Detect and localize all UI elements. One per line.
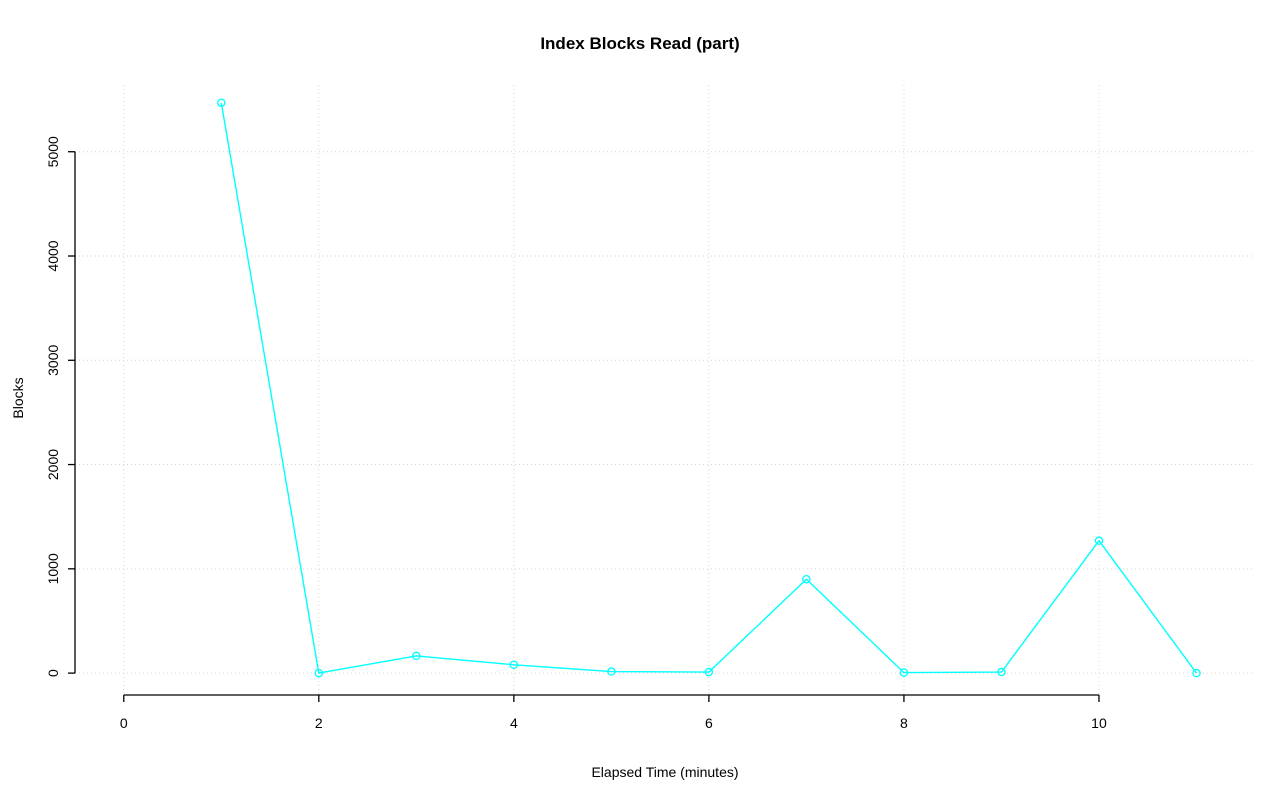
- y-tick-label: 2000: [45, 449, 61, 480]
- y-tick-label: 5000: [45, 136, 61, 167]
- y-tick-label: 4000: [45, 240, 61, 271]
- x-tick-label: 4: [510, 715, 518, 731]
- y-tick-label: 3000: [45, 345, 61, 376]
- data-point-marker: [217, 98, 226, 107]
- data-point-marker: [899, 668, 909, 677]
- data-point-marker: [607, 667, 616, 676]
- x-tick-label: 2: [315, 715, 323, 731]
- y-tick-label: 1000: [45, 553, 61, 584]
- data-point-marker: [704, 667, 714, 677]
- y-tick-label: 0: [45, 669, 61, 677]
- series-line: [220, 102, 1198, 674]
- x-tick-label: 8: [900, 715, 908, 731]
- data-point-marker: [509, 660, 519, 670]
- x-tick-label: 0: [120, 715, 128, 731]
- data-point-marker: [314, 668, 324, 678]
- data-point-marker: [1192, 668, 1201, 678]
- data-point-marker: [1094, 536, 1104, 545]
- data-point-marker: [802, 575, 811, 584]
- x-tick-label: 6: [705, 715, 713, 731]
- x-axis-label: Elapsed Time (minutes): [591, 764, 739, 780]
- data-point-marker: [412, 651, 421, 661]
- x-tick-label: 10: [1091, 715, 1107, 731]
- data-point-marker: [997, 667, 1006, 677]
- chart-title: Index Blocks Read (part): [540, 34, 740, 53]
